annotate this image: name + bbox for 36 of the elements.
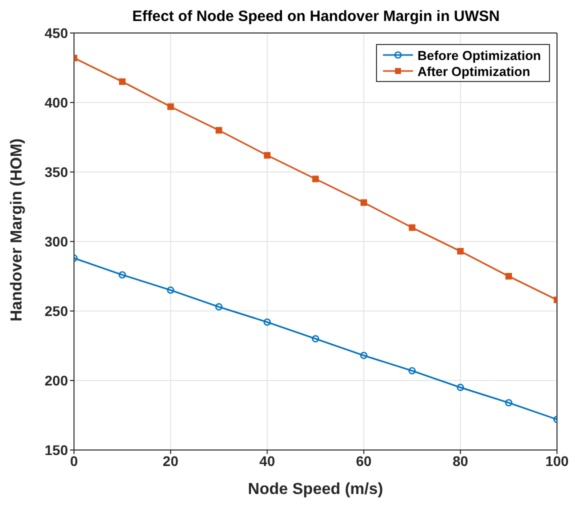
point — [119, 78, 126, 85]
point — [264, 318, 271, 326]
point — [312, 335, 320, 342]
point — [360, 352, 368, 360]
point — [215, 303, 223, 310]
legend-label: Before Optimization — [417, 48, 541, 62]
point — [312, 176, 319, 182]
chart-title: Effect of Node Speed on Handover Margin in UWSN — [132, 8, 500, 25]
x-axis-title: Node Speed (m/s) — [248, 481, 384, 498]
x-tick-label: 40 — [259, 452, 276, 469]
point — [166, 286, 174, 294]
y-tick-label: 150 — [44, 442, 68, 458]
x-tick-label: 60 — [356, 452, 372, 469]
point — [456, 384, 464, 392]
x-tick-label: 80 — [452, 452, 468, 469]
point — [167, 103, 174, 110]
y-tick-label: 200 — [44, 372, 68, 388]
x-tick-label: 0 — [70, 452, 78, 469]
point — [505, 272, 512, 280]
x-tick-label: 20 — [162, 452, 179, 469]
point — [408, 367, 416, 374]
point — [118, 271, 126, 279]
y-tick-label: 450 — [44, 24, 68, 41]
point — [216, 127, 222, 134]
point — [457, 248, 464, 255]
point — [360, 199, 368, 206]
legend-label: After Optimization — [417, 64, 530, 78]
point — [264, 152, 270, 159]
x-tick-label: 100 — [545, 452, 569, 469]
point — [408, 224, 416, 231]
y-axis-title: Handover Margin (HOM) — [8, 138, 26, 322]
y-tick-label: 250 — [44, 302, 68, 319]
y-tick-label: 350 — [44, 164, 68, 180]
y-tick-label: 300 — [44, 233, 68, 250]
point — [505, 399, 512, 406]
y-tick-label: 400 — [44, 94, 68, 110]
